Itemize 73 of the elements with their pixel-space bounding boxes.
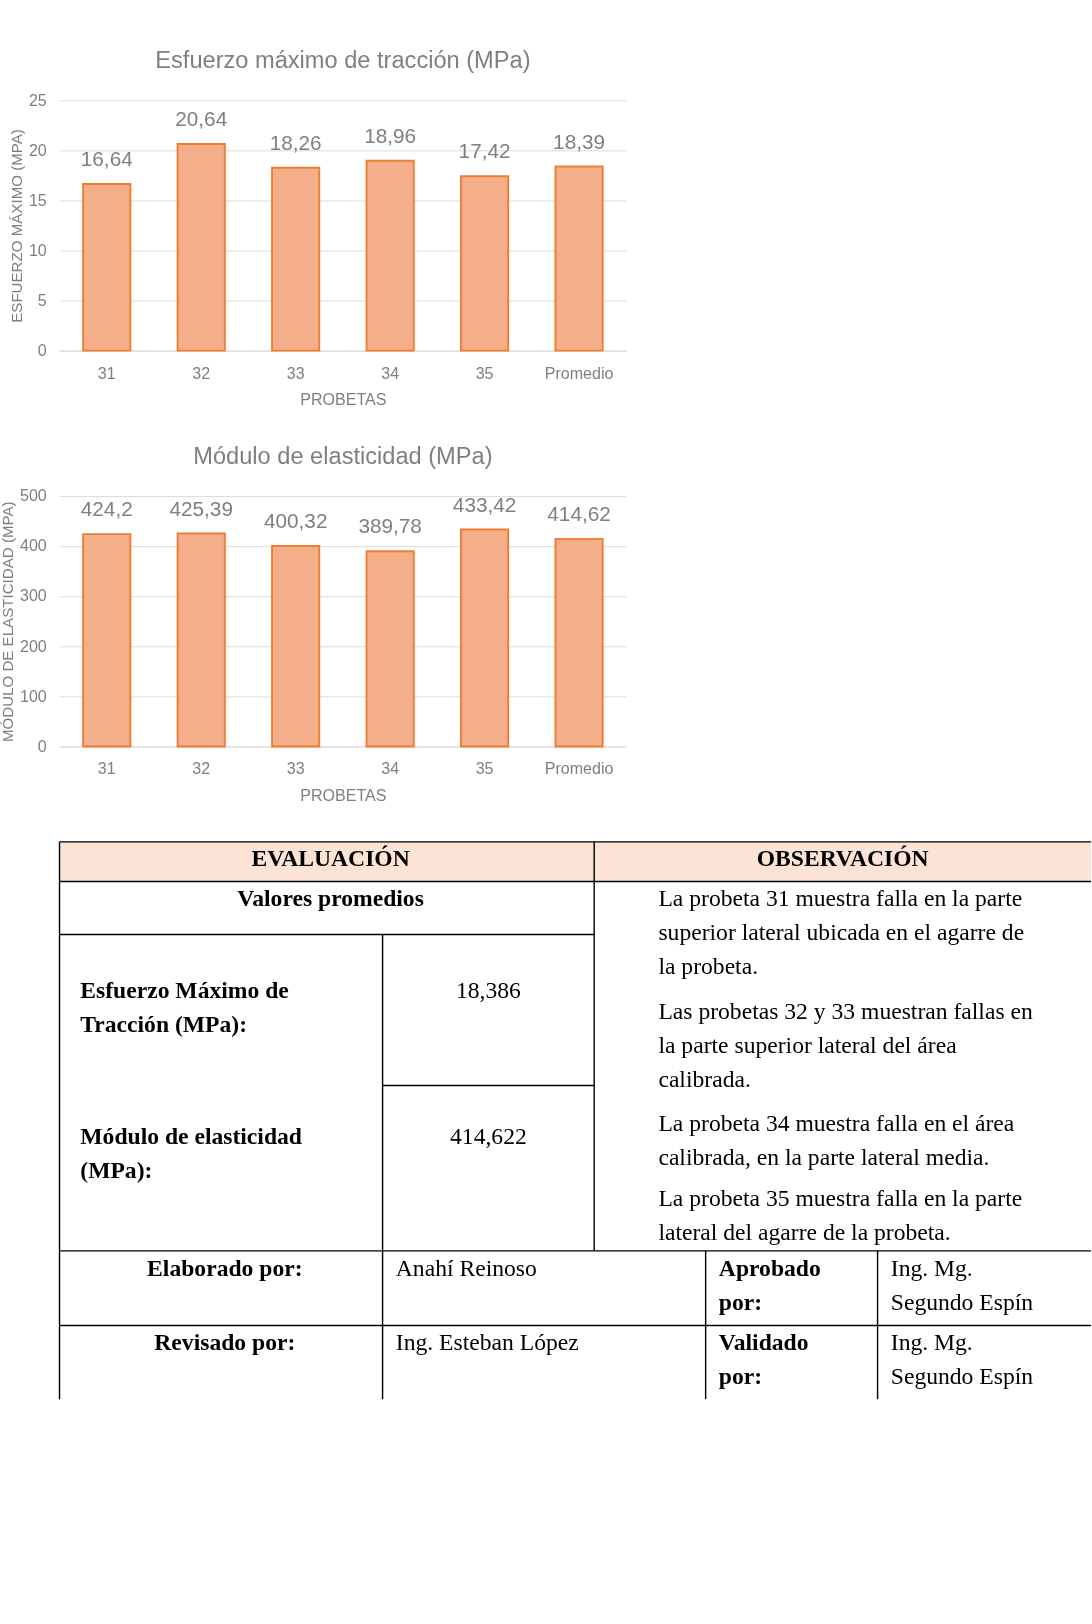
x-tick-label: Promedio (544, 759, 614, 778)
y-axis-title: ESFUERZO MÁXIMO (MPA) (8, 129, 26, 323)
bar (554, 165, 604, 352)
text: Valores promedios (237, 885, 424, 912)
y-tick-label: 200 (19, 636, 47, 655)
x-tick-label: 33 (286, 759, 305, 778)
text: Ing. Esteban López (395, 1329, 579, 1356)
y-tick-label: 25 (28, 90, 47, 109)
y-tick-label: 300 (19, 586, 47, 605)
text: Aprobado por: (718, 1255, 821, 1316)
data-label: 18,26 (269, 130, 322, 154)
text: 18,386 (455, 976, 522, 1003)
text: La probeta 34 muestra falla en el área calibrada, en la parte lateral media. (658, 1109, 1015, 1170)
data-label: 20,64 (175, 107, 228, 131)
x-tick-label: 33 (286, 363, 305, 382)
y-tick-label: 10 (28, 240, 47, 259)
x-tick-label: 32 (192, 759, 211, 778)
text: Revisado por: (154, 1329, 296, 1356)
bar (176, 532, 226, 748)
chart-title: Módulo de elasticidad (MPa) (193, 443, 493, 469)
y-tick-label: 15 (28, 190, 47, 209)
y-tick-label: 400 (19, 536, 47, 555)
data-label: 18,96 (364, 123, 417, 147)
data-label: 16,64 (80, 147, 133, 171)
y-tick-label: 0 (37, 340, 47, 359)
x-axis-title: PROBETAS (300, 389, 387, 408)
text: Ing. Mg. Segundo Espín (890, 1255, 1034, 1316)
bar (176, 143, 226, 352)
chart-title: Esfuerzo máximo de tracción (MPa) (155, 47, 531, 74)
text: Anahí Reinoso (395, 1255, 537, 1282)
text: Módulo de elasticidad (MPa): (80, 1123, 302, 1184)
bar (460, 175, 510, 352)
x-tick-label: 35 (475, 759, 494, 778)
bar (271, 166, 321, 352)
text: La probeta 31 muestra falla en la parte superior lateral ubicada en el agarre de la probeta. (658, 885, 1025, 980)
x-axis-title: PROBETAS (300, 785, 387, 804)
x-tick-label: 31 (97, 759, 116, 778)
x-tick-label: 35 (475, 363, 494, 382)
bar (271, 545, 321, 748)
data-label: 424,2 (80, 497, 133, 521)
data-label: 414,62 (547, 501, 611, 525)
y-tick-label: 20 (28, 140, 47, 159)
text: 414,622 (450, 1123, 527, 1150)
y-tick-label: 500 (19, 486, 47, 505)
bar (82, 183, 132, 352)
text: Las probetas 32 y 33 muestran fallas en la parte superior lateral del área calibrada. (658, 998, 1033, 1093)
bar (460, 528, 510, 748)
data-label: 400,32 (263, 509, 328, 533)
text: Ing. Mg. Segundo Espín (890, 1329, 1034, 1390)
x-tick-label: 34 (381, 363, 400, 382)
bar (554, 537, 604, 748)
y-tick-label: 5 (37, 290, 47, 309)
bar (365, 550, 415, 748)
text: Elaborado por: (147, 1255, 303, 1282)
x-tick-label: 32 (192, 363, 211, 382)
data-label: 433,42 (452, 492, 517, 516)
y-axis-title: MÓDULO DE ELASTICIDAD (MPA) (0, 501, 17, 743)
data-label: 17,42 (458, 139, 511, 163)
text: La probeta 35 muestra falla en la parte lateral del agarre de la probeta. (658, 1184, 1023, 1245)
x-tick-label: 31 (97, 363, 116, 382)
x-tick-label: Promedio (544, 363, 614, 382)
text: Validado por: (718, 1329, 809, 1390)
data-label: 389,78 (358, 514, 422, 538)
data-label: 425,39 (169, 496, 233, 520)
text: Esfuerzo Máximo de Tracción (MPa): (80, 976, 289, 1037)
x-tick-label: 34 (381, 759, 400, 778)
bar (82, 533, 132, 748)
text: EVALUACIÓN (251, 845, 410, 872)
data-label: 18,39 (553, 129, 606, 153)
y-tick-label: 0 (37, 736, 47, 755)
bar (365, 159, 415, 352)
text: OBSERVACIÓN (756, 845, 929, 872)
y-tick-label: 100 (19, 686, 47, 705)
